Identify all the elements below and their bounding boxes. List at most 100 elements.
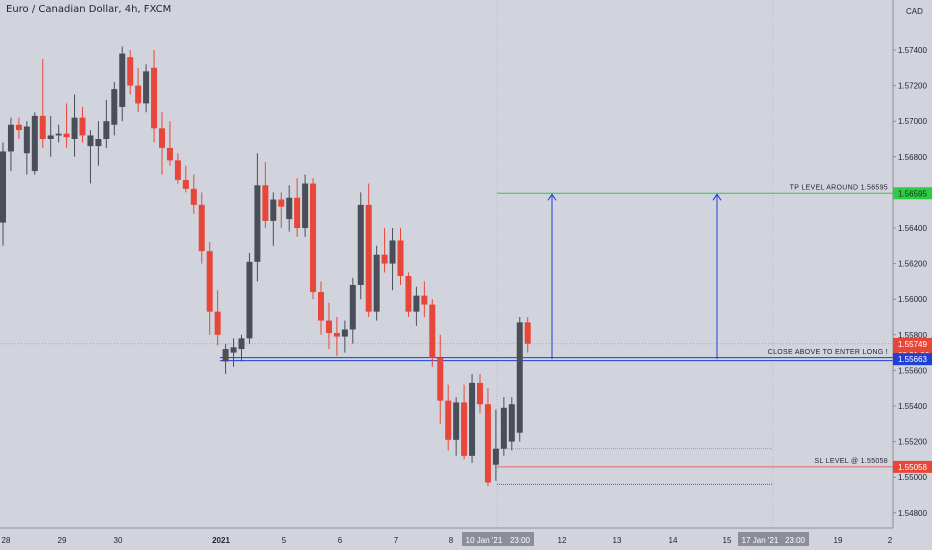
price-tick-label: 1.57400 bbox=[898, 46, 927, 55]
bull-candle bbox=[302, 183, 309, 228]
bear-candle bbox=[365, 204, 372, 312]
time-tick-label: 12 bbox=[558, 536, 567, 545]
last-price-badge[interactable] bbox=[893, 337, 932, 350]
time-tick-label: 6 bbox=[338, 536, 343, 545]
price-tick-label: 1.54800 bbox=[898, 509, 927, 518]
price-tick-label: 1.56800 bbox=[898, 153, 927, 162]
target-arrow-head bbox=[547, 193, 557, 201]
bear-candle bbox=[278, 199, 285, 207]
price-tick-label: 1.55800 bbox=[898, 331, 927, 340]
bear-candle bbox=[166, 147, 173, 161]
price-tick-label: 1.55000 bbox=[898, 473, 927, 482]
price-tick-label: 1.57000 bbox=[898, 117, 927, 126]
symbol-title: Euro / Canadian Dollar, 4h, FXCM bbox=[6, 4, 172, 15]
price-tick-label: 1.56200 bbox=[898, 260, 927, 269]
bull-candle bbox=[349, 284, 356, 330]
bull-candle bbox=[87, 135, 94, 147]
bull-candle bbox=[516, 322, 523, 433]
time-axis[interactable]: 28 29 30 2021 5 6 7 8 10 Jan '21 12 13 14 15 17 Jan '… bbox=[0, 527, 893, 546]
labels-layer: TP LEVEL AROUND 1.56595 CLOSE ABOVE TO EN… bbox=[768, 184, 888, 465]
bull-candle bbox=[143, 71, 150, 104]
bear-candle bbox=[484, 404, 491, 483]
sl-price-badge[interactable] bbox=[893, 460, 932, 473]
time-tick-label: 28 bbox=[2, 536, 11, 545]
candles-layer bbox=[0, 46, 531, 487]
bear-candle bbox=[63, 133, 70, 138]
time-tick-label: 15 bbox=[723, 536, 732, 545]
time-tick-label: 7 bbox=[394, 536, 399, 545]
time-tick-label: 10 Jan '21 bbox=[466, 536, 503, 545]
bear-candle bbox=[333, 333, 340, 337]
bull-candle bbox=[0, 151, 6, 223]
sl-level-label: SL LEVEL @ 1.55058 bbox=[815, 458, 888, 465]
bull-candle bbox=[55, 133, 62, 136]
bear-candle bbox=[318, 292, 324, 321]
time-tick-label: 2 bbox=[888, 536, 893, 545]
bull-candle bbox=[254, 185, 261, 262]
time-highlight-badge bbox=[738, 532, 782, 546]
bear-candle bbox=[421, 295, 428, 305]
bull-candle bbox=[103, 121, 110, 139]
sl-price-badge-label: 1.55058 bbox=[898, 463, 927, 472]
bull-candle bbox=[341, 329, 348, 337]
bull-candle bbox=[508, 404, 515, 442]
price-axis[interactable]: CAD1.574001.572001.570001.568001.566001.… bbox=[892, 0, 932, 550]
bull-candle bbox=[119, 53, 126, 107]
bull-candle bbox=[222, 349, 229, 362]
bear-candle bbox=[79, 117, 86, 136]
entry-price-badge-label: 1.55663 bbox=[898, 355, 927, 364]
arrows-layer bbox=[547, 193, 722, 360]
bear-candle bbox=[135, 85, 142, 104]
bear-candle bbox=[381, 254, 388, 264]
tp-price-badge[interactable] bbox=[893, 187, 932, 200]
time-tick-label: 19 bbox=[834, 536, 843, 545]
bull-candle bbox=[389, 240, 396, 264]
price-tick-label: 1.57200 bbox=[898, 82, 927, 91]
time-tick-label: 2021 bbox=[212, 536, 230, 545]
price-axis-background bbox=[893, 0, 932, 550]
bull-candle bbox=[238, 338, 245, 350]
time-tick-label: 30 bbox=[114, 536, 123, 545]
bear-candle bbox=[397, 240, 404, 277]
last-price-badge-label: 1.55749 bbox=[898, 340, 927, 349]
grid-layer bbox=[496, 0, 774, 528]
bear-candle bbox=[524, 322, 531, 344]
bear-candle bbox=[405, 276, 412, 312]
time-tick-label: 14 bbox=[669, 536, 678, 545]
price-tick-label: 1.55200 bbox=[898, 438, 927, 447]
bear-candle bbox=[262, 185, 269, 221]
bear-candle bbox=[151, 67, 158, 129]
time-tick-label: 8 bbox=[449, 536, 454, 545]
tp-level-label: TP LEVEL AROUND 1.56595 bbox=[790, 184, 888, 191]
bull-candle bbox=[23, 126, 30, 154]
bull-candle bbox=[246, 261, 253, 339]
time-tick-label: 17 Jan '21 bbox=[742, 536, 779, 545]
currency-label: CAD bbox=[906, 7, 923, 16]
time-highlight-badge bbox=[462, 532, 506, 546]
levels-layer bbox=[0, 192, 893, 485]
time-marker-label: 23:00 bbox=[510, 536, 531, 545]
bull-candle bbox=[47, 135, 54, 139]
bull-candle bbox=[230, 347, 237, 353]
bear-candle bbox=[190, 188, 197, 205]
bear-candle bbox=[159, 128, 165, 148]
bull-candle bbox=[492, 448, 499, 465]
entry-level-label: CLOSE ABOVE TO ENTER LONG ! bbox=[768, 349, 888, 356]
bull-candle bbox=[7, 124, 14, 152]
price-tick-label: 1.56000 bbox=[898, 295, 927, 304]
price-tick-label: 1.56400 bbox=[898, 224, 927, 233]
time-tick-label: 29 bbox=[58, 536, 67, 545]
bear-candle bbox=[15, 124, 22, 131]
price-tick-label: 1.55400 bbox=[898, 402, 927, 411]
bear-candle bbox=[214, 311, 221, 335]
target-arrow-head bbox=[712, 193, 722, 201]
time-tick-label: 13 bbox=[613, 536, 622, 545]
bear-candle bbox=[206, 251, 213, 312]
bear-candle bbox=[198, 204, 205, 252]
bull-candle bbox=[469, 382, 476, 456]
entry-price-badge[interactable] bbox=[893, 353, 932, 366]
bear-candle bbox=[294, 197, 301, 228]
time-marker-badge bbox=[506, 532, 534, 546]
